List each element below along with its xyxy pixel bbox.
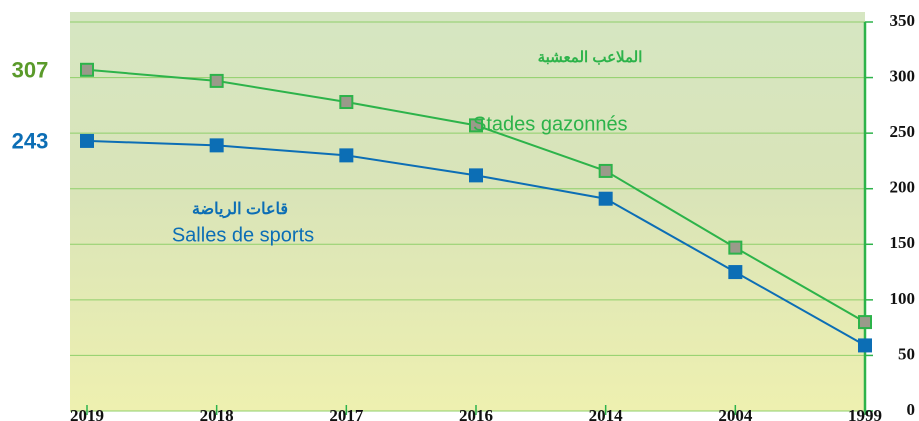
x-tick-label: 2018 [200, 406, 234, 421]
series-label: Stades gazonnés [473, 113, 628, 135]
marker [600, 193, 612, 205]
x-tick-label: 2019 [70, 406, 104, 421]
y-tick-label: 300 [890, 66, 916, 85]
chart: 0 50 100 150 200 250 300 350 2019 2018 2017 2016 201… [0, 0, 919, 421]
marker [340, 96, 352, 108]
series-label-ar: قاعات الرياضة [192, 201, 288, 219]
marker [729, 266, 741, 278]
x-tick-label: 2017 [329, 406, 364, 421]
series-label-ar: الملاعب المعشبة [538, 49, 643, 66]
y-tick-label: 200 [890, 178, 916, 197]
data-label: 307 [12, 58, 49, 83]
x-tick-label: 2016 [459, 406, 493, 421]
marker [340, 149, 352, 161]
y-tick-label: 150 [890, 233, 916, 252]
marker [211, 75, 223, 87]
marker [600, 165, 612, 177]
y-tick-label: 100 [890, 289, 916, 308]
x-tick-label: 1999 [848, 406, 882, 421]
data-label: 243 [12, 129, 49, 154]
series-label: Salles de sports [172, 224, 314, 246]
plot-background [70, 12, 865, 411]
x-tick-label: 2014 [589, 406, 624, 421]
y-tick-label: 350 [890, 11, 916, 30]
marker [729, 242, 741, 254]
y-tick-label: 0 [907, 400, 916, 419]
marker [81, 64, 93, 76]
y-tick-label: 50 [898, 344, 915, 363]
marker [211, 139, 223, 151]
y-tick-label: 250 [890, 122, 916, 141]
marker [81, 135, 93, 147]
marker [859, 316, 871, 328]
marker [859, 339, 871, 351]
marker [470, 169, 482, 181]
x-tick-label: 2004 [718, 406, 753, 421]
